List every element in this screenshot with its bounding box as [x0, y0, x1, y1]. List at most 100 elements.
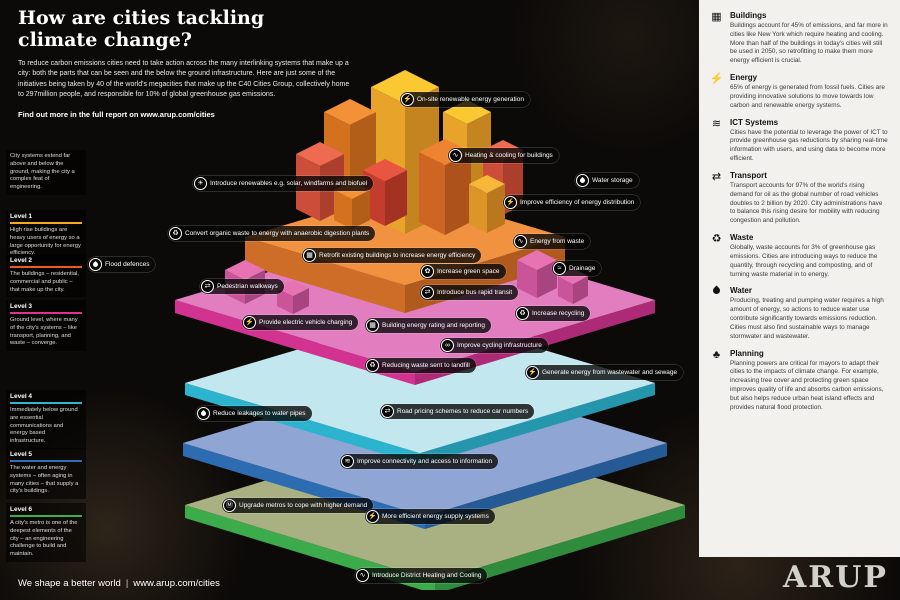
recycle-icon — [709, 233, 724, 279]
leaf-icon — [421, 265, 434, 278]
callout: Increase recycling — [515, 306, 591, 321]
bus-icon — [421, 286, 434, 299]
section-title: Transport — [730, 170, 767, 180]
sidebar-section-energy: Energy 65% of energy is generated from f… — [709, 73, 888, 110]
level-2-color-bar — [10, 266, 82, 268]
levels-intro-text: City systems extend far above and below … — [10, 153, 75, 191]
callout-label: Generate energy from wastewater and sewa… — [542, 369, 678, 376]
callout: Improve connectivity and access to infor… — [340, 454, 499, 469]
arup-logo: ARUP — [783, 560, 888, 595]
sidebar-section-transport: Transport Transport accounts for 97% of … — [709, 171, 888, 226]
find-out-more-text: Find out more in the full report on www.… — [18, 109, 215, 119]
section-title: Planning — [730, 348, 764, 358]
recycle-icon — [169, 227, 182, 240]
callout-label: Retrofit existing buildings to increase … — [319, 252, 476, 259]
level-6: Level 6 A city's metro is one of the dee… — [6, 503, 86, 563]
callout: Pedestrian walkways — [200, 279, 284, 294]
header: How are cities tackling climate change? … — [18, 7, 350, 119]
callout-label: Improve cycling infrastructure — [457, 342, 542, 349]
level-6-color-bar — [10, 515, 82, 517]
callout-label: Provide electric vehicle charging — [259, 319, 353, 326]
footer: We shape a better world | www.arup.com/cit… — [18, 578, 220, 589]
callout: Energy from waste — [513, 234, 591, 249]
callout: Introduce renewables e.g. solar, windfar… — [193, 176, 374, 191]
section-text: Planning powers are critical for mayors … — [730, 359, 884, 411]
buildings-icon — [709, 11, 724, 66]
callout: Improve cycling infrastructure — [440, 338, 548, 353]
callout-label: Energy from waste — [530, 238, 585, 245]
energy-icon — [709, 73, 724, 110]
bicycle-icon — [441, 339, 454, 352]
callout: Generate energy from wastewater and sewa… — [525, 365, 684, 380]
callout-label: Reduce leakages to water pipes — [213, 410, 306, 417]
page-title: How are cities tackling climate change? — [18, 7, 265, 51]
water-drop-icon — [709, 286, 724, 341]
callout-label: Drainage — [569, 265, 596, 272]
water-drop-icon — [197, 407, 210, 420]
sidebar-section-waste: Waste Globally, waste accounts for 3% of… — [709, 233, 888, 279]
callout-label: Increase recycling — [532, 310, 585, 317]
callout-label: Road pricing schemes to reduce car numbe… — [397, 408, 529, 415]
section-text: Transport accounts for 97% of the world'… — [730, 181, 883, 225]
building-icon — [366, 319, 379, 332]
callout: Upgrade metros to cope with higher deman… — [222, 498, 374, 513]
callout: Building energy rating and reporting — [365, 318, 491, 333]
pedestrian-icon — [201, 280, 214, 293]
waves-icon — [553, 262, 566, 275]
section-title: Buildings — [730, 11, 767, 20]
level-5-color-bar — [10, 460, 82, 462]
section-title: Waste — [730, 233, 754, 243]
section-text: Producing, treating and pumping water re… — [730, 297, 884, 340]
callout: Improve efficiency of energy distributio… — [503, 195, 641, 210]
callout: Increase green space — [420, 264, 506, 279]
recycle-icon — [366, 359, 379, 372]
water-drop-icon — [576, 174, 589, 187]
footer-tagline: We shape a better world — [18, 578, 121, 589]
callout: More efficient energy supply systems — [365, 509, 495, 524]
callout-label: Introduce District Heating and Cooling — [372, 572, 482, 579]
callout-label: Water storage — [592, 177, 633, 184]
callout-label: Upgrade metros to cope with higher deman… — [239, 502, 368, 509]
callout-label: Improve connectivity and access to infor… — [357, 458, 493, 465]
sidebar-section-buildings: Buildings Buildings account for 45% of e… — [709, 11, 888, 66]
sidebar-section-planning: Planning Planning powers are critical fo… — [709, 349, 888, 413]
footer-separator: | — [125, 578, 129, 589]
recycle-icon — [516, 307, 529, 320]
energy-icon — [401, 93, 414, 106]
sun-icon — [194, 177, 207, 190]
callout: Drainage — [552, 261, 602, 276]
callout: Provide electric vehicle charging — [242, 315, 359, 330]
section-text: Globally, waste accounts for 3% of green… — [730, 244, 878, 278]
section-text: Cities have the potential to leverage th… — [730, 128, 888, 163]
level-4: Level 4 Immediately below ground are ess… — [6, 390, 86, 450]
intro-paragraph: To reduce carbon emissions cities need t… — [18, 59, 350, 99]
sidebar-section-ict: ICT Systems Cities have the potential to… — [709, 118, 888, 164]
callout-label: Improve efficiency of energy distributio… — [520, 199, 635, 206]
callout-label: Pedestrian walkways — [217, 283, 278, 290]
callout-label: Reducing waste sent to landfill — [382, 362, 470, 369]
planning-icon — [709, 349, 724, 413]
bus-icon — [709, 171, 724, 226]
callout: Reducing waste sent to landfill — [365, 358, 476, 373]
callout: Water storage — [575, 173, 639, 188]
energy-icon — [243, 316, 256, 329]
car-icon — [381, 405, 394, 418]
callout: Introduce bus rapid transit — [420, 285, 519, 300]
energy-icon — [526, 366, 539, 379]
water-drop-icon — [89, 258, 102, 271]
pulse-icon — [514, 235, 527, 248]
callout-label: Convert organic waste to energy with ana… — [185, 230, 370, 237]
section-title: ICT Systems — [730, 117, 779, 127]
callout: On-site renewable energy generation — [400, 92, 530, 107]
level-3-color-bar — [10, 312, 82, 314]
footer-url: www.arup.com/cities — [133, 578, 220, 589]
callout: Convert organic waste to energy with ana… — [168, 226, 376, 241]
energy-icon — [366, 510, 379, 523]
metro-icon — [223, 499, 236, 512]
callout: Flood defences — [88, 257, 156, 272]
callout: Road pricing schemes to reduce car numbe… — [380, 404, 535, 419]
callout-label: Introduce bus rapid transit — [437, 289, 513, 296]
level-3: Level 3 Ground level, where many of the … — [6, 300, 86, 352]
callout: Retrofit existing buildings to increase … — [302, 248, 482, 263]
